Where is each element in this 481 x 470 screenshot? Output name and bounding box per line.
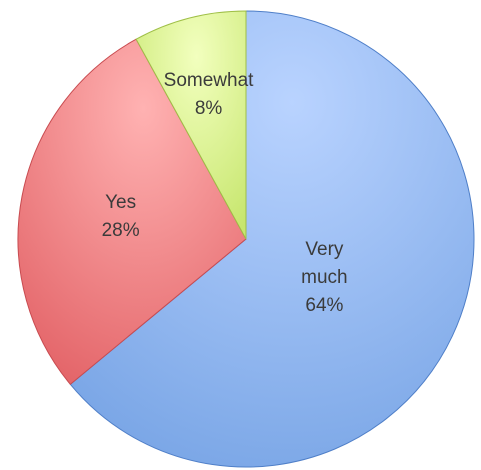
slice-label-line: 8% <box>195 98 223 119</box>
slice-label-line: 28% <box>102 220 140 241</box>
pie-slice-1 <box>69 10 475 468</box>
slice-label-line: much <box>301 267 347 288</box>
slice-label-3: Somewhat 8% <box>164 70 254 119</box>
pie-labels: Very much 64% Yes 28% Somewhat 8% <box>102 70 348 316</box>
slice-label-2: Yes 28% <box>102 192 140 241</box>
slice-label-line: Somewhat <box>164 70 254 91</box>
pie-slice-3 <box>135 10 247 240</box>
slice-label-line: Yes <box>105 192 136 213</box>
pie-slice-2 <box>17 38 247 386</box>
pie-slices <box>17 10 475 468</box>
slice-label-line: 64% <box>305 295 343 316</box>
slice-label-line: Very <box>305 239 344 260</box>
slice-label-1: Very much 64% <box>301 239 347 316</box>
